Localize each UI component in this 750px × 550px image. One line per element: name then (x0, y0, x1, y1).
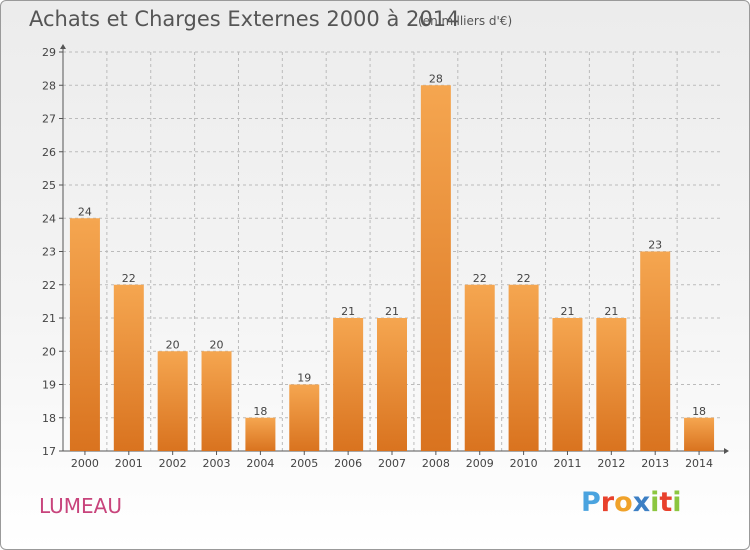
data-label: 21 (604, 305, 618, 318)
data-label: 21 (341, 305, 355, 318)
logo-letter: t (659, 487, 673, 518)
x-tick-label: 2003 (203, 457, 231, 470)
y-tick-label: 19 (42, 379, 56, 392)
data-label: 21 (560, 305, 574, 318)
town-name: LUMEAU (39, 494, 122, 518)
proxiti-logo[interactable]: Proxiti (581, 487, 682, 518)
data-label: 18 (253, 405, 267, 418)
bar-2008[interactable] (420, 85, 451, 451)
chart-title: Achats et Charges Externes 2000 à 2014 (29, 7, 460, 31)
x-tick-label: 2007 (378, 457, 406, 470)
bar-2006[interactable] (333, 318, 364, 451)
logo-letter: i (650, 487, 660, 518)
x-tick-label: 2009 (466, 457, 494, 470)
bar-2013[interactable] (640, 251, 671, 452)
x-tick-label: 2008 (422, 457, 450, 470)
x-tick-label: 2014 (685, 457, 713, 470)
data-label: 21 (385, 305, 399, 318)
logo-letter: o (614, 487, 633, 518)
data-label: 20 (210, 338, 224, 351)
data-label: 28 (429, 72, 443, 85)
x-axis-arrow (724, 448, 729, 454)
y-tick-label: 22 (42, 279, 56, 292)
x-tick-label: 2000 (71, 457, 99, 470)
labels: 17 18 19 20 21 22 23 24 25 26 27 28 29 24 2000 22 2001 20… (42, 46, 713, 470)
data-label: 23 (648, 239, 662, 252)
y-tick-label: 24 (42, 212, 56, 225)
chart-subtitle: (en milliers d'€) (418, 14, 513, 28)
x-tick-label: 2010 (510, 457, 538, 470)
bar-2012[interactable] (596, 318, 627, 451)
y-axis-arrow (60, 44, 66, 49)
x-tick-label: 2004 (246, 457, 274, 470)
x-tick-label: 2012 (597, 457, 625, 470)
y-tick-label: 20 (42, 345, 56, 358)
x-tick-label: 2005 (290, 457, 318, 470)
data-label: 22 (517, 272, 531, 285)
data-label: 18 (692, 405, 706, 418)
y-tick-label: 21 (42, 312, 56, 325)
data-label: 22 (473, 272, 487, 285)
bar-2010[interactable] (508, 284, 539, 451)
x-tick-label: 2002 (159, 457, 187, 470)
x-tick-label: 2013 (641, 457, 669, 470)
x-tick-label: 2001 (115, 457, 143, 470)
logo-letter: r (600, 487, 615, 518)
y-tick-label: 17 (42, 445, 56, 458)
bar-2004[interactable] (245, 417, 276, 451)
bar-2007[interactable] (377, 318, 407, 451)
y-tick-label: 26 (42, 146, 56, 159)
bar-2001[interactable] (113, 284, 144, 451)
bar-2014[interactable] (684, 417, 715, 451)
bars (69, 85, 715, 452)
data-label: 22 (122, 272, 136, 285)
bar-2002[interactable] (157, 351, 188, 451)
data-label: 19 (297, 372, 311, 385)
logo-letter: P (581, 487, 601, 518)
x-tick-label: 2011 (553, 457, 581, 470)
bar-2000[interactable] (69, 218, 100, 451)
bar-2009[interactable] (464, 284, 495, 451)
bar-2011[interactable] (552, 318, 583, 451)
y-tick-label: 28 (42, 79, 56, 92)
data-label: 20 (166, 338, 180, 351)
y-tick-label: 25 (42, 179, 56, 192)
data-label: 24 (78, 205, 92, 218)
bar-2005[interactable] (289, 384, 320, 452)
y-tick-label: 23 (42, 246, 56, 259)
bar-2003[interactable] (201, 351, 232, 451)
logo-letter: i (672, 487, 682, 518)
logo-letter: x (632, 487, 651, 518)
x-tick-label: 2006 (334, 457, 362, 470)
y-tick-label: 27 (42, 113, 56, 126)
y-tick-label: 29 (42, 46, 56, 59)
y-tick-label: 18 (42, 412, 56, 425)
